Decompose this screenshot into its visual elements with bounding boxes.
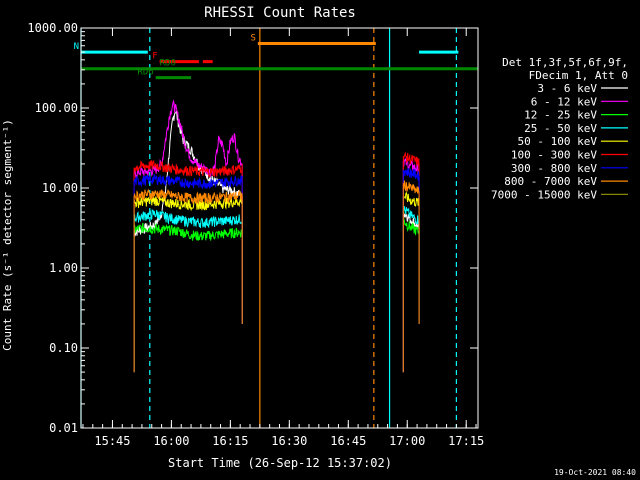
- x-tick-label-0: 15:45: [94, 434, 130, 448]
- bar-label-rd6: RD6: [137, 68, 153, 78]
- legend-entry-6: 300 - 800 keV: [511, 162, 597, 175]
- legend-entry-8: 7000 - 15000 keV: [491, 188, 597, 201]
- x-tick-label-3: 16:30: [271, 434, 307, 448]
- legend-entry-7: 800 - 7000 keV: [504, 175, 597, 188]
- legend-entry-5: 100 - 300 keV: [511, 149, 597, 162]
- x-axis-ticks: 15:45 16:00 16:15 16:30 16:45 17:00 17:15: [82, 28, 484, 448]
- chart-title: RHESSI Count Rates: [204, 5, 356, 21]
- y-tick-label-2: 10.00: [42, 181, 78, 195]
- x-tick-label-4: 16:45: [330, 434, 366, 448]
- y-axis-ticks: 1000.00 100.00 10.00 1.00 0.10 0.01: [27, 21, 478, 435]
- y-tick-label-3: 1.00: [49, 261, 78, 275]
- x-axis-label: Start Time (26-Sep-12 15:37:02): [168, 456, 392, 470]
- legend: Det 1f,3f,5f,6f,9f,FDecim 1, Att 03 - 6 …: [491, 56, 628, 201]
- legend-entry-1: 6 - 12 keV: [531, 95, 598, 108]
- legend-entry-3: 25 - 50 keV: [524, 122, 597, 135]
- bar-label-s: S: [250, 34, 255, 44]
- legend-entry-2: 12 - 25 keV: [524, 109, 597, 122]
- bar-label-rd0: RD0: [160, 59, 176, 69]
- legend-header-0: Det 1f,3f,5f,6f,9f,: [502, 56, 628, 69]
- footer-date: 19-Oct-2021 08:40: [554, 468, 636, 477]
- y-tick-label-5: 0.01: [49, 421, 78, 435]
- data-series: [133, 99, 420, 373]
- x-tick-label-2: 16:15: [212, 434, 248, 448]
- attenuator-state-bars: N F S RD0 RD6: [74, 34, 478, 80]
- legend-entry-4: 50 - 100 keV: [518, 135, 598, 148]
- x-tick-label-5: 17:00: [389, 434, 425, 448]
- bar-label-n: N: [74, 42, 79, 52]
- y-tick-label-0: 1000.00: [27, 21, 78, 35]
- y-tick-label-4: 0.10: [49, 341, 78, 355]
- x-tick-label-1: 16:00: [153, 434, 189, 448]
- series-line-7-seg2: [402, 180, 420, 373]
- bar-label-f: F: [152, 52, 157, 62]
- legend-header-1: FDecim 1, Att 0: [529, 69, 628, 82]
- y-tick-label-1: 100.00: [35, 101, 78, 115]
- x-tick-label-6: 17:15: [448, 434, 484, 448]
- series-line-7-seg1: [133, 188, 243, 373]
- y-axis-label: Count Rate (s⁻¹ detector segment⁻¹): [1, 119, 14, 351]
- legend-entry-0: 3 - 6 keV: [537, 82, 597, 95]
